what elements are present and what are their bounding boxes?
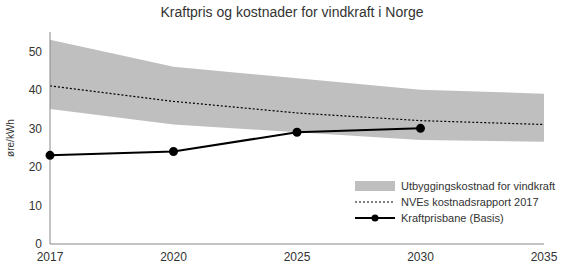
- svg-text:2020: 2020: [160, 250, 187, 264]
- svg-text:2030: 2030: [407, 250, 434, 264]
- html-text:NVEs kostnadsrapport 2017: NVEs kostnadsrapport 2017: [401, 196, 539, 208]
- html-text:Kraftpris og kostnader for vin: Kraftpris og kostnader for vindkraft i N…: [160, 4, 424, 20]
- svg-text:2017: 2017: [37, 250, 64, 264]
- svg-text:10: 10: [29, 199, 43, 213]
- svg-text:50: 50: [29, 45, 43, 59]
- html-text:Kraftprisbane (Basis): Kraftprisbane (Basis): [401, 212, 504, 224]
- svg-text:2025: 2025: [284, 250, 311, 264]
- svg-text:2035: 2035: [531, 250, 558, 264]
- svg-text:øre/kWh: øre/kWh: [8, 119, 16, 157]
- svg-text:0: 0: [35, 237, 42, 251]
- svg-text:30: 30: [29, 122, 43, 136]
- html-text:Utbyggingskostnad for vindkraf: Utbyggingskostnad for vindkraft: [401, 180, 556, 192]
- svg-text:40: 40: [29, 83, 43, 97]
- svg-text:20: 20: [29, 160, 43, 174]
